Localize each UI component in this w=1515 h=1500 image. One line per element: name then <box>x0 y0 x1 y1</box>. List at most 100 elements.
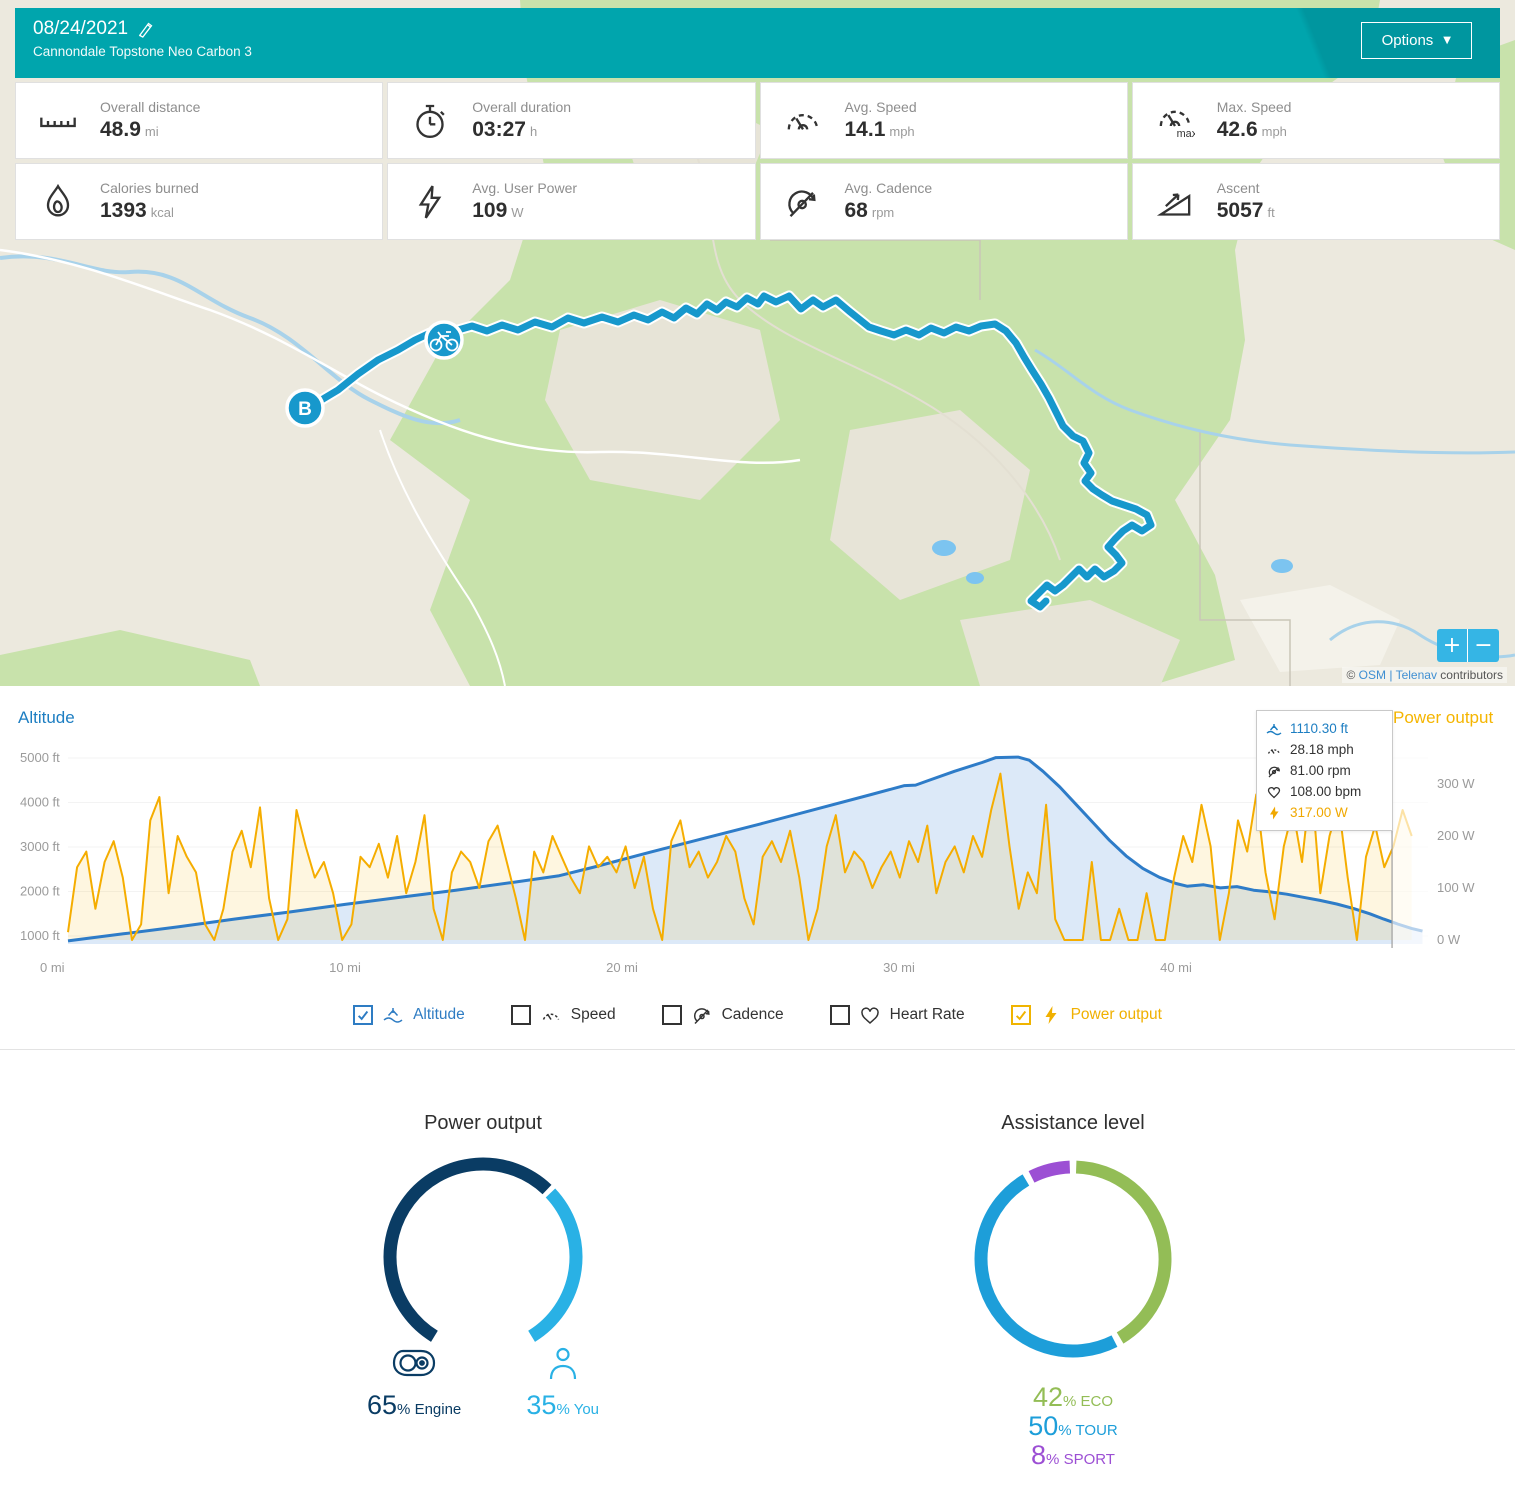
road <box>0 248 801 465</box>
svg-text:3000 ft: 3000 ft <box>20 839 60 854</box>
tour-label: TOUR <box>1075 1422 1118 1439</box>
heart-icon <box>1267 786 1281 798</box>
person-icon <box>549 1347 576 1380</box>
stat-label: Avg. User Power <box>472 180 578 196</box>
map-zoom-in-button[interactable]: + <box>1437 629 1468 662</box>
river <box>1034 348 1515 455</box>
stat-value: 68 <box>844 199 868 222</box>
heart-rate-checkbox[interactable] <box>829 1005 850 1025</box>
gauge-segment-you <box>528 1188 583 1342</box>
rider-share: 35% You <box>526 1346 599 1421</box>
map-clearing <box>960 600 1180 686</box>
stat-value: 109 <box>472 199 508 222</box>
power-icon <box>1270 806 1279 819</box>
eco-label: ECO <box>1080 1393 1114 1410</box>
altitude-checkbox[interactable] <box>353 1005 374 1025</box>
speed-icon <box>1267 748 1281 754</box>
legend-power-output[interactable]: Power output <box>1010 1004 1162 1026</box>
attrib-copyright: © <box>1346 668 1356 682</box>
svg-text:200 W: 200 W <box>1437 828 1475 843</box>
section-divider <box>0 1049 1515 1050</box>
pond <box>932 540 956 556</box>
activity-header: 08/24/2021 Cannondale Topstone Neo Carbo… <box>15 8 1500 78</box>
map-clearing <box>545 300 780 500</box>
svg-text:1000 ft: 1000 ft <box>20 928 60 943</box>
avg-speed-icon <box>783 101 823 141</box>
pond <box>1271 559 1293 573</box>
svg-text:B: B <box>298 399 312 420</box>
stat-avg-user-power: Avg. User Power 109 W <box>387 163 756 240</box>
legend-cadence[interactable]: Cadence <box>661 1004 784 1026</box>
legend-altitude[interactable]: Altitude <box>353 1004 465 1026</box>
stat-label: Overall distance <box>100 99 201 115</box>
legend-heart-rate[interactable]: Heart Rate <box>829 1004 965 1026</box>
power-split-title: Power output <box>424 1112 542 1134</box>
speed-checkbox[interactable] <box>510 1005 531 1025</box>
options-label: Options <box>1381 32 1434 49</box>
attrib-telenav-link[interactable]: Telenav <box>1395 668 1437 682</box>
stat-label: Overall duration <box>472 99 572 115</box>
stat-value: 03:27 <box>472 118 526 141</box>
svg-text:0 W: 0 W <box>1437 932 1461 947</box>
pond <box>966 572 984 584</box>
route-line <box>314 292 1155 611</box>
stat-label: Calories burned <box>100 180 199 196</box>
attrib-osm-link[interactable]: OSM <box>1358 668 1386 682</box>
cadence-icon <box>783 182 823 222</box>
altitude-power-chart[interactable]: 1000 ft 2000 ft 3000 ft 4000 ft 5000 ft 0 W 10… <box>0 686 1515 986</box>
stat-avg-cadence: Avg. Cadence 68 rpm <box>759 163 1128 240</box>
percent-sign: % <box>1046 1451 1060 1468</box>
legend-label: Heart Rate <box>889 1006 965 1023</box>
engine-share: 65% Engine <box>367 1346 461 1421</box>
power-split-gauge <box>383 1157 583 1342</box>
legend-speed[interactable]: Speed <box>510 1004 616 1026</box>
altitude-icon <box>382 1004 404 1026</box>
edit-date-icon[interactable] <box>137 21 154 38</box>
tooltip-heart-rate: 108.00 bpm <box>1290 784 1362 799</box>
duration-icon <box>410 101 450 141</box>
calories-icon <box>38 182 78 222</box>
svg-text:300 W: 300 W <box>1437 776 1475 791</box>
stat-ascent: Ascent 5057 ft <box>1131 163 1500 240</box>
stat-overall-distance: Overall distance 48.9 mi <box>15 82 384 159</box>
svg-text:0 mi: 0 mi <box>40 960 65 975</box>
ride-stats-grid: Overall distance 48.9 mi Overall duration… <box>15 82 1500 240</box>
map-zoom-controls: + − <box>1437 629 1499 662</box>
ascent-icon <box>1155 182 1195 222</box>
boundary-line <box>1199 430 1291 686</box>
power-output-checkbox[interactable] <box>1010 1005 1031 1025</box>
road <box>379 429 506 686</box>
svg-text:2000 ft: 2000 ft <box>20 884 60 899</box>
stat-unit: mi <box>144 124 159 139</box>
assistance-donut <box>974 1160 1172 1358</box>
sport-label: SPORT <box>1063 1451 1115 1468</box>
activity-date: 08/24/2021 <box>33 18 129 39</box>
chart-tooltip: 1110.30 ft 28.18 mph 81.00 rpm 108.00 bp… <box>1256 710 1393 831</box>
cadence-icon <box>1268 766 1280 777</box>
engine-icon <box>393 1349 436 1377</box>
boundary-line <box>770 239 981 300</box>
stat-avg-speed: Avg. Speed 14.1 mph <box>759 82 1128 159</box>
profile-chart-section: Altitude Power output 1000 ft 2000 ft 3000… <box>0 686 1515 1048</box>
svg-text:5000 ft: 5000 ft <box>20 750 60 765</box>
stat-label: Avg. Speed <box>844 99 917 115</box>
stat-overall-duration: Overall duration 03:27 h <box>387 82 756 159</box>
stat-unit: mph <box>1261 124 1287 139</box>
assistance-panel: Assistance level 42% ECO 50% TOUR 8% SPO… <box>913 1060 1233 1470</box>
sport-pct: 8 <box>1031 1440 1047 1470</box>
stat-unit: kcal <box>150 205 174 220</box>
legend-label: Altitude <box>413 1006 465 1023</box>
map-zoom-out-button[interactable]: − <box>1468 629 1499 662</box>
tooltip-altitude: 1110.30 ft <box>1290 721 1349 736</box>
options-button[interactable]: Options ▼ <box>1360 22 1472 59</box>
tooltip-cadence: 81.00 rpm <box>1290 763 1351 778</box>
gauge-segment-engine <box>383 1157 552 1342</box>
cadence-checkbox[interactable] <box>661 1005 682 1025</box>
stat-value: 5057 <box>1216 199 1264 222</box>
svg-text:100 W: 100 W <box>1437 880 1475 895</box>
attrib-suffix: contributors <box>1440 668 1503 682</box>
stat-unit: rpm <box>871 205 895 220</box>
cadence-icon <box>691 1004 713 1026</box>
